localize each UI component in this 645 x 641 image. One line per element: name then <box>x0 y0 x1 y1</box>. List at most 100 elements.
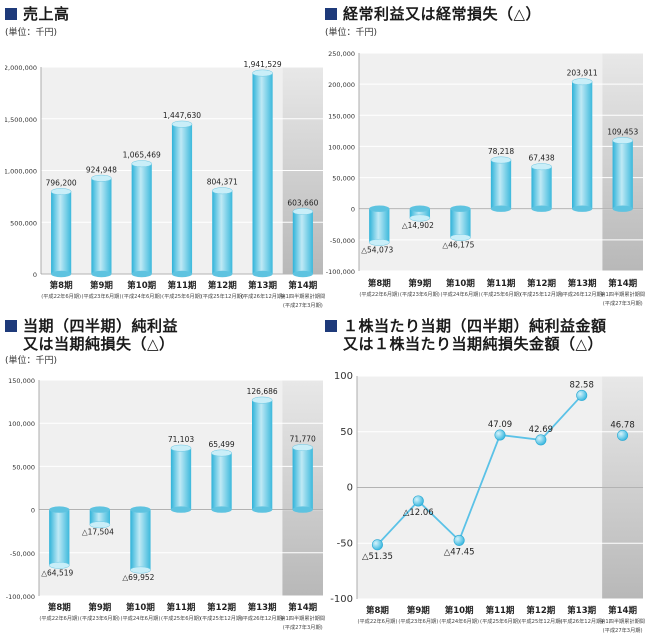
y-tick-label: 0 <box>351 206 355 214</box>
bar-cap <box>571 78 593 86</box>
series-line <box>376 394 583 546</box>
y-tick-label: 1,500,000 <box>5 116 37 124</box>
y-tick-label: 500,000 <box>10 219 37 227</box>
unit-label: (単位：千円) <box>5 28 58 38</box>
data-label: 1,065,469 <box>123 151 161 160</box>
data-label: 804,371 <box>207 178 238 187</box>
y-tick-label: 100 <box>334 371 353 382</box>
category-label: 第12期 <box>527 278 556 289</box>
net-income-bar-chart: -100,000 -50,000 0 50,000 100,000 150,000 △64,… <box>6 377 325 631</box>
data-label: 78,218 <box>488 147 514 156</box>
bar-cap <box>91 174 112 182</box>
data-label: 203,911 <box>567 69 598 78</box>
category-label: 第8期 <box>366 605 389 616</box>
bar <box>369 208 390 243</box>
bar-base <box>292 270 313 278</box>
bar-base <box>252 270 273 278</box>
category-label: 第12期 <box>208 280 237 291</box>
data-label: △54,073 <box>361 245 393 254</box>
title-square-icon <box>325 320 337 332</box>
category-label: 第14期 <box>608 278 637 289</box>
category-label: 第10期 <box>127 280 156 291</box>
y-tick-label: -50 <box>337 538 353 549</box>
bar-base <box>171 270 193 278</box>
category-label: 第13期 <box>567 605 596 616</box>
data-label: △64,519 <box>41 568 73 577</box>
category-sublabel: (平成24年6月期) <box>120 614 160 622</box>
chart-title-row: 売上高 <box>5 3 70 24</box>
ordinary-income-bar-chart: -100,000 -50,000 0 50,000 100,000 150,000 200,… <box>326 50 645 307</box>
y-tick-label: 2,000,000 <box>5 64 37 72</box>
bar <box>572 81 593 209</box>
category-sublabel: (平成25年6月期) <box>162 292 202 300</box>
bar-cap <box>130 566 151 574</box>
bar-base <box>51 270 72 278</box>
bar-cap <box>48 561 70 569</box>
category-sublabel: (平成27年3月期) <box>603 299 643 307</box>
data-label: 109,453 <box>607 128 638 137</box>
data-label: 65,499 <box>208 440 234 449</box>
y-tick-label: 50,000 <box>332 175 355 183</box>
chart-title-line2: 又は１株当たり当期純損失金額（△） <box>343 335 604 353</box>
category-sublabel: (平成22年6月期) <box>359 290 399 298</box>
category-label: 第11期 <box>167 602 196 613</box>
title-square-icon <box>5 320 17 332</box>
category-label: 第9期 <box>408 278 431 289</box>
category-sublabel: (平成23年6月期) <box>398 617 438 625</box>
bar-base <box>89 506 110 513</box>
bar-base <box>612 205 633 212</box>
bar <box>170 448 192 510</box>
bar-cap <box>171 120 193 128</box>
bar <box>211 453 232 510</box>
chart-title-row: 経常利益又は経常損失（△） <box>325 3 541 24</box>
unit-label: (単位：千円) <box>325 28 378 38</box>
data-label: △46,175 <box>442 240 474 249</box>
category-sublabel: (平成24年6月期) <box>122 292 162 300</box>
category-label: 第12期 <box>207 602 236 613</box>
y-tick-label: -50,000 <box>330 237 355 245</box>
bar <box>171 124 193 275</box>
bar <box>51 191 72 274</box>
bar-base <box>409 205 430 212</box>
bar <box>450 208 471 238</box>
bar-base <box>212 270 233 278</box>
y-tick-label: 200,000 <box>328 81 355 89</box>
bar <box>252 73 273 274</box>
category-label: 第9期 <box>90 280 113 291</box>
unit-label: (単位：千円) <box>5 356 58 366</box>
category-label: 第10期 <box>445 605 474 616</box>
category-sublabel: (平成24年6月期) <box>440 290 480 298</box>
chart-panel-sales: 売上高 (単位：千円) 0 500,000 1,000,000 1,500,000 2,… <box>5 3 325 323</box>
data-label: △12.06 <box>403 508 434 518</box>
category-sublabel: (平成25年6月期) <box>161 614 201 622</box>
category-label: 第8期 <box>368 278 391 289</box>
title-square-icon <box>5 8 17 20</box>
data-label: 603,660 <box>287 199 318 208</box>
bar <box>490 159 512 209</box>
data-label: 71,103 <box>168 435 194 444</box>
category-label: 第11期 <box>486 605 515 616</box>
category-label: 第8期 <box>50 280 73 291</box>
y-tick-label: -50,000 <box>10 550 35 558</box>
bar-cap <box>409 214 431 222</box>
category-sublabel: (平成22年6月期) <box>357 617 397 625</box>
data-label: △69,952 <box>122 573 154 582</box>
data-label: 67,438 <box>528 154 554 163</box>
eps-line-chart: -100 -50 0 50 100 △51.35 △12.06 △47.45 47.09 42.6… <box>330 371 645 634</box>
bar-base <box>490 205 512 212</box>
data-point <box>453 534 465 546</box>
data-label: △14,902 <box>402 221 434 230</box>
category-label: 第14期 <box>608 605 637 616</box>
bar-cap <box>531 163 552 171</box>
y-tick-label: 1,000,000 <box>5 168 37 176</box>
category-label: 第13期 <box>568 278 597 289</box>
bar-base <box>292 506 313 513</box>
category-sublabel: (平成24年6月期) <box>439 617 479 625</box>
bar-cap <box>612 137 634 144</box>
category-sublabel: (平成23年6月期) <box>80 614 120 622</box>
data-label: 46.78 <box>610 420 634 430</box>
bar <box>212 190 233 274</box>
category-label: 第8期 <box>48 602 71 613</box>
bar-cap <box>292 208 314 215</box>
bar <box>612 140 633 209</box>
